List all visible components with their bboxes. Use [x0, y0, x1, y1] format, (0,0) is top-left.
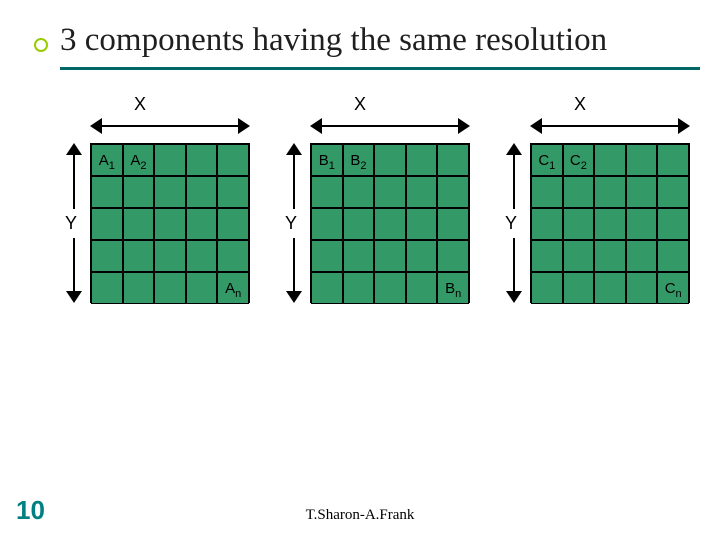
cell — [626, 208, 658, 240]
cell — [154, 144, 186, 176]
cell — [657, 176, 689, 208]
cell — [154, 272, 186, 304]
cell-label: C1 — [531, 144, 563, 176]
cell — [123, 176, 155, 208]
cell — [311, 272, 343, 304]
cell — [217, 240, 249, 272]
cell — [91, 208, 123, 240]
cell — [343, 272, 375, 304]
x-arrow — [530, 116, 690, 136]
grid: B1B2 Bn — [310, 143, 470, 303]
cell — [563, 176, 595, 208]
cell — [626, 240, 658, 272]
cell — [154, 240, 186, 272]
y-arrow — [284, 143, 304, 303]
cell — [123, 240, 155, 272]
cell — [91, 176, 123, 208]
cell — [563, 240, 595, 272]
x-label: X — [280, 94, 440, 115]
cell — [626, 272, 658, 304]
cell — [217, 144, 249, 176]
cell-label-last: An — [217, 272, 249, 304]
cell-label-last: Bn — [437, 272, 469, 304]
diagram-stage: XYA1A2An XYB1B2Bn XYC1C2Cn — [0, 98, 720, 358]
grid: C1C2 Cn — [530, 143, 690, 303]
cell — [594, 240, 626, 272]
cell — [154, 208, 186, 240]
cell — [374, 144, 406, 176]
cell — [343, 240, 375, 272]
x-arrow — [90, 116, 250, 136]
cell — [406, 144, 438, 176]
cell — [657, 144, 689, 176]
cell — [91, 240, 123, 272]
x-arrow — [310, 116, 470, 136]
cell — [217, 176, 249, 208]
title-block: 3 components having the same resolution — [60, 22, 700, 70]
cell — [343, 208, 375, 240]
slide-title: 3 components having the same resolution — [60, 22, 700, 59]
cell — [123, 208, 155, 240]
cell — [594, 208, 626, 240]
cell — [531, 208, 563, 240]
cell — [154, 176, 186, 208]
cell — [374, 240, 406, 272]
cell — [563, 272, 595, 304]
cell — [186, 240, 218, 272]
cell-label-last: Cn — [657, 272, 689, 304]
cell — [594, 144, 626, 176]
cell — [531, 272, 563, 304]
cell — [437, 144, 469, 176]
cell-label: B2 — [343, 144, 375, 176]
cell — [186, 176, 218, 208]
cell-label: A1 — [91, 144, 123, 176]
grid-block-a: XYA1A2An — [60, 98, 220, 258]
cell — [374, 176, 406, 208]
cell — [626, 144, 658, 176]
footer-text: T.Sharon-A.Frank — [0, 507, 720, 524]
cell — [563, 208, 595, 240]
cell — [437, 208, 469, 240]
cell — [217, 208, 249, 240]
cell — [406, 272, 438, 304]
grid: A1A2 An — [90, 143, 250, 303]
cell-label: C2 — [563, 144, 595, 176]
cell — [311, 176, 343, 208]
cell — [406, 176, 438, 208]
cell — [437, 176, 469, 208]
cell — [406, 208, 438, 240]
cell-label: B1 — [311, 144, 343, 176]
cell — [311, 240, 343, 272]
cell — [594, 272, 626, 304]
cell — [123, 272, 155, 304]
x-label: X — [60, 94, 220, 115]
cell-label: A2 — [123, 144, 155, 176]
x-label: X — [500, 94, 660, 115]
cell — [531, 176, 563, 208]
y-arrow — [64, 143, 84, 303]
cell — [343, 176, 375, 208]
cell — [186, 208, 218, 240]
grid-block-b: XYB1B2Bn — [280, 98, 440, 258]
cell — [91, 272, 123, 304]
cell — [186, 144, 218, 176]
title-underline — [60, 67, 700, 70]
y-arrow — [504, 143, 524, 303]
cell — [594, 176, 626, 208]
cell — [626, 176, 658, 208]
cell — [531, 240, 563, 272]
grid-block-c: XYC1C2Cn — [500, 98, 660, 258]
cell — [311, 208, 343, 240]
cell — [186, 272, 218, 304]
cell — [374, 208, 406, 240]
cell — [406, 240, 438, 272]
cell — [374, 272, 406, 304]
cell — [657, 240, 689, 272]
cell — [437, 240, 469, 272]
cell — [657, 208, 689, 240]
title-bullet — [34, 38, 48, 52]
